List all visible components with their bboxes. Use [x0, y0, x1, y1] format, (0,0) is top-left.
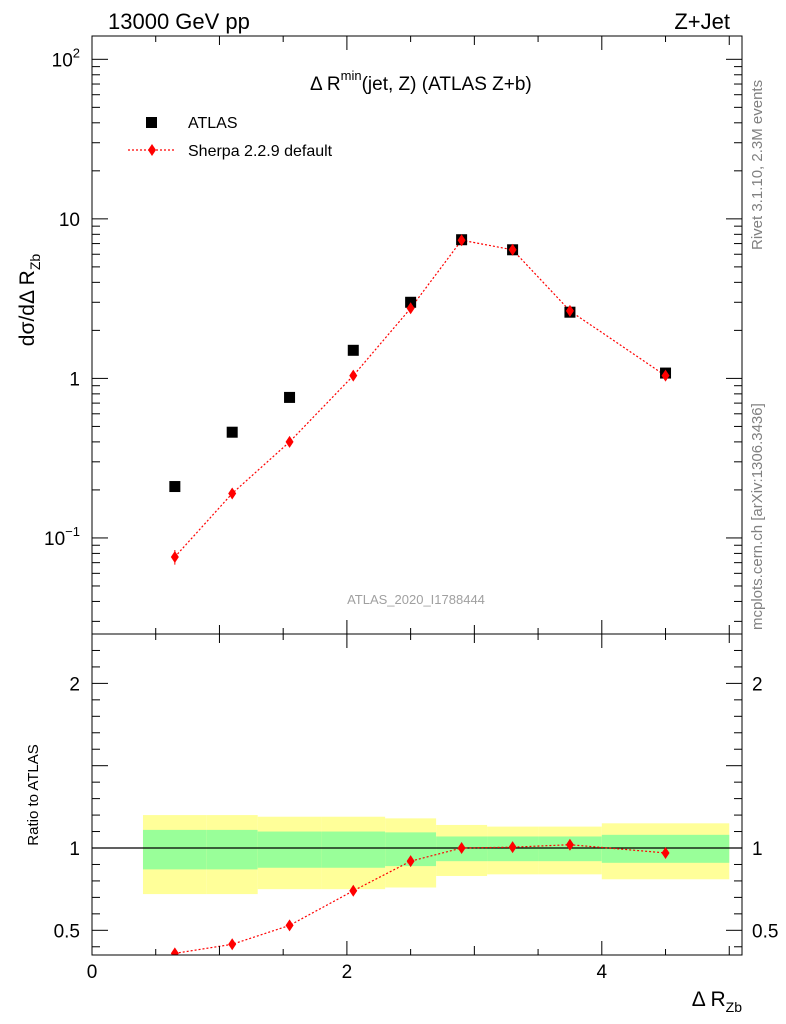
ratio-sherpa-point: [349, 884, 358, 897]
sherpa-point: [406, 302, 415, 315]
ratio-y-tick-label-left: 2: [69, 674, 80, 695]
sherpa-point: [508, 243, 517, 256]
atlas-point: [347, 344, 359, 356]
ratio-data-series: [170, 838, 670, 955]
main-panel: 10−1 1 10 102 Δ Rmin(jet, Z) (ATLAS Z+b) AT…: [16, 35, 743, 635]
ratio-y-tick-label-right: 1: [752, 839, 763, 860]
ratio-band-inner: [206, 829, 258, 870]
ratio-sherpa-point: [406, 855, 415, 868]
ratio-tick-labels: 0.5 0.5 1 1 2 2 0 2 4: [54, 674, 779, 983]
legend-atlas-label: ATLAS: [188, 115, 238, 132]
main-axis-ticks: [91, 36, 742, 634]
sherpa-point: [661, 369, 670, 382]
y-tick-label: 102: [52, 45, 80, 71]
ratio-y-axis-label: Ratio to ATLAS: [25, 744, 42, 845]
sherpa-point: [228, 487, 237, 500]
ratio-sherpa-point: [285, 919, 294, 932]
y-tick-label: 10−1: [44, 524, 80, 550]
atlas-point: [169, 481, 181, 493]
main-y-axis-label: dσ/dΔ RZb: [16, 254, 43, 347]
ratio-sherpa-point: [228, 938, 237, 951]
ratio-sherpa-line: [174, 844, 666, 954]
sherpa-line: [174, 239, 666, 558]
legend-sherpa-label: Sherpa 2.2.9 default: [188, 143, 333, 160]
sherpa-point: [170, 550, 179, 563]
ratio-band-inner: [257, 831, 322, 868]
x-tick-label: 2: [342, 962, 353, 983]
ratio-sherpa-point: [457, 842, 466, 854]
ratio-panel: 0.5 0.5 1 1 2 2 0 2 4 Ratio to ATLAS Δ RZb: [25, 633, 779, 1015]
ratio-sherpa-point: [565, 838, 574, 851]
ratio-y-tick-label-right: 2: [752, 674, 763, 695]
main-y-tick-labels: 10−1 1 10 102: [44, 45, 80, 550]
rivet-version-label: Rivet 3.1.10, 2.3M events: [749, 80, 766, 250]
ratio-sherpa-point: [170, 947, 179, 955]
mcplots-reference-label: mcplots.cern.ch [arXiv:1306.3436]: [749, 403, 766, 630]
ratio-y-tick-label-left: 1: [69, 839, 80, 860]
y-tick-label: 1: [69, 369, 80, 390]
x-axis-label: Δ RZb: [692, 988, 742, 1015]
sherpa-point: [457, 234, 466, 247]
legend: ATLAS Sherpa 2.2.9 default: [128, 115, 333, 160]
ratio-band-inner: [142, 829, 207, 870]
ratio-band-inner: [321, 831, 386, 868]
x-tick-label: 0: [87, 962, 98, 983]
x-tick-label: 4: [597, 962, 608, 983]
ratio-uncertainty-bands: [142, 815, 730, 895]
atlas-point: [226, 426, 238, 438]
sherpa-point: [285, 435, 294, 448]
sherpa-point: [565, 304, 574, 317]
ratio-sherpa-point: [661, 846, 670, 859]
atlas-point: [284, 391, 296, 403]
main-data-series: [169, 234, 672, 565]
legend-sherpa-marker: [148, 144, 156, 156]
y-tick-label: 10: [59, 210, 80, 231]
ratio-sherpa-point: [508, 841, 517, 854]
header-energy-label: 13000 GeV pp: [108, 9, 250, 34]
ratio-y-tick-label-right: 0.5: [752, 921, 778, 942]
header-process-label: Z+Jet: [674, 9, 730, 34]
ratio-axis-ticks: [91, 634, 742, 955]
atlas-point: [405, 296, 417, 308]
analysis-watermark: ATLAS_2020_I1788444: [347, 592, 485, 607]
sherpa-point: [349, 369, 358, 382]
ratio-frame: [91, 633, 743, 956]
legend-atlas-marker: [146, 117, 157, 128]
ratio-y-tick-label-left: 0.5: [54, 921, 80, 942]
plot-title: Δ Rmin(jet, Z) (ATLAS Z+b): [310, 68, 532, 95]
